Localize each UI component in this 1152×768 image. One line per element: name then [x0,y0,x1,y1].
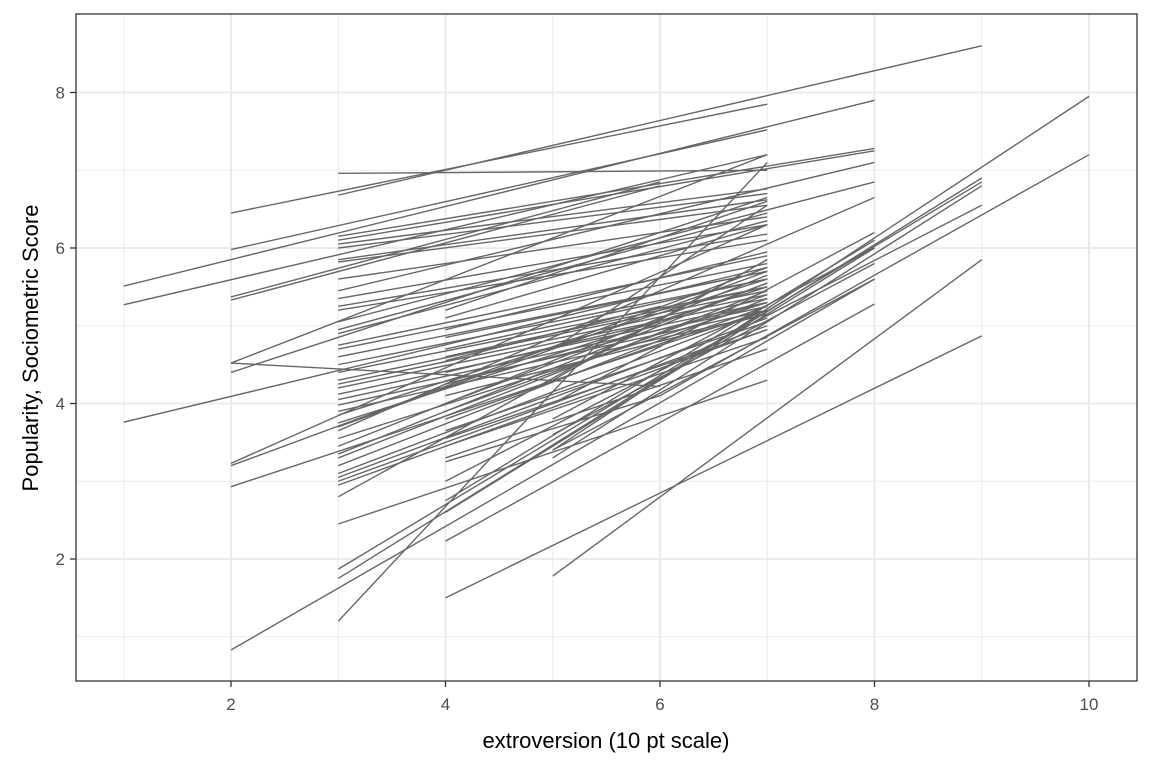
class-regression-line [230,185,661,301]
class-regression-line [552,262,875,436]
class-regression-line [445,282,768,405]
class-regression-line [445,278,768,350]
class-regression-line [445,270,768,339]
class-regression-line [337,274,768,447]
y-tick-label: 6 [56,239,65,258]
class-regression-line [338,45,982,196]
regression-lines [123,45,1090,651]
class-regression-line [338,297,768,389]
class-regression-line [445,395,661,463]
class-regression-line [338,255,768,346]
class-regression-line [338,216,768,280]
class-regression-line [338,317,768,479]
class-regression-line [230,266,768,467]
class-regression-line [445,224,768,319]
class-regression-line [445,251,768,331]
class-regression-line [445,321,768,432]
class-regression-line [445,305,768,420]
x-tick-label: 8 [870,695,879,714]
class-regression-line [552,259,768,381]
panel-border [75,13,1138,682]
class-regression-line [337,290,768,459]
class-regression-line [338,169,768,175]
major-gridlines [76,14,1137,681]
x-tick-label: 10 [1080,695,1099,714]
class-regression-line [338,223,768,300]
class-regression-line [445,335,983,599]
class-regression-line [338,192,768,249]
class-regression-line [338,290,768,381]
class-regression-line [552,231,875,405]
class-regression-line [338,150,875,241]
class-regression-line [338,379,768,525]
class-regression-line [230,278,875,651]
y-tick-label: 8 [56,84,65,103]
class-regression-line [445,286,768,358]
class-regression-line [338,199,768,261]
class-regression-line [445,293,768,412]
class-regression-line [337,161,768,622]
x-axis-ticks: 2 4 6 8 10 [226,681,1098,714]
class-regression-line [445,313,768,397]
class-regression-line [338,301,768,440]
y-tick-label: 4 [56,395,65,414]
class-regression-line [338,181,875,323]
class-regression-line [337,181,983,570]
class-regression-line [338,262,768,350]
x-tick-label: 2 [226,695,235,714]
class-regression-line [552,95,1090,451]
class-regression-line [230,129,768,251]
class-regression-line [552,278,875,451]
x-tick-label: 4 [441,695,450,714]
class-regression-line [552,185,983,459]
class-regression-line [230,196,768,374]
class-regression-line [338,161,875,292]
x-tick-label: 6 [655,695,664,714]
x-axis-title: extroversion (10 pt scale) [483,728,730,753]
class-regression-line [338,239,768,311]
class-regression-line [338,204,768,263]
class-regression-line [552,259,983,577]
class-regression-line [338,147,875,238]
class-regression-line [230,103,768,214]
class-regression-line [123,99,875,287]
class-regression-line [445,303,875,542]
class-regression-line [338,188,768,245]
class-regression-line [445,321,661,374]
class-regression-line [659,154,1090,397]
class-regression-line [230,309,768,488]
class-regression-line [230,181,661,298]
class-regression-line [338,212,768,331]
class-regression-line [552,247,875,420]
y-axis-title: Popularity, Sociometric Score [18,205,43,492]
class-regression-line [230,154,768,364]
y-axis-ticks: 2 4 6 8 [56,84,76,569]
y-tick-label: 2 [56,550,65,569]
